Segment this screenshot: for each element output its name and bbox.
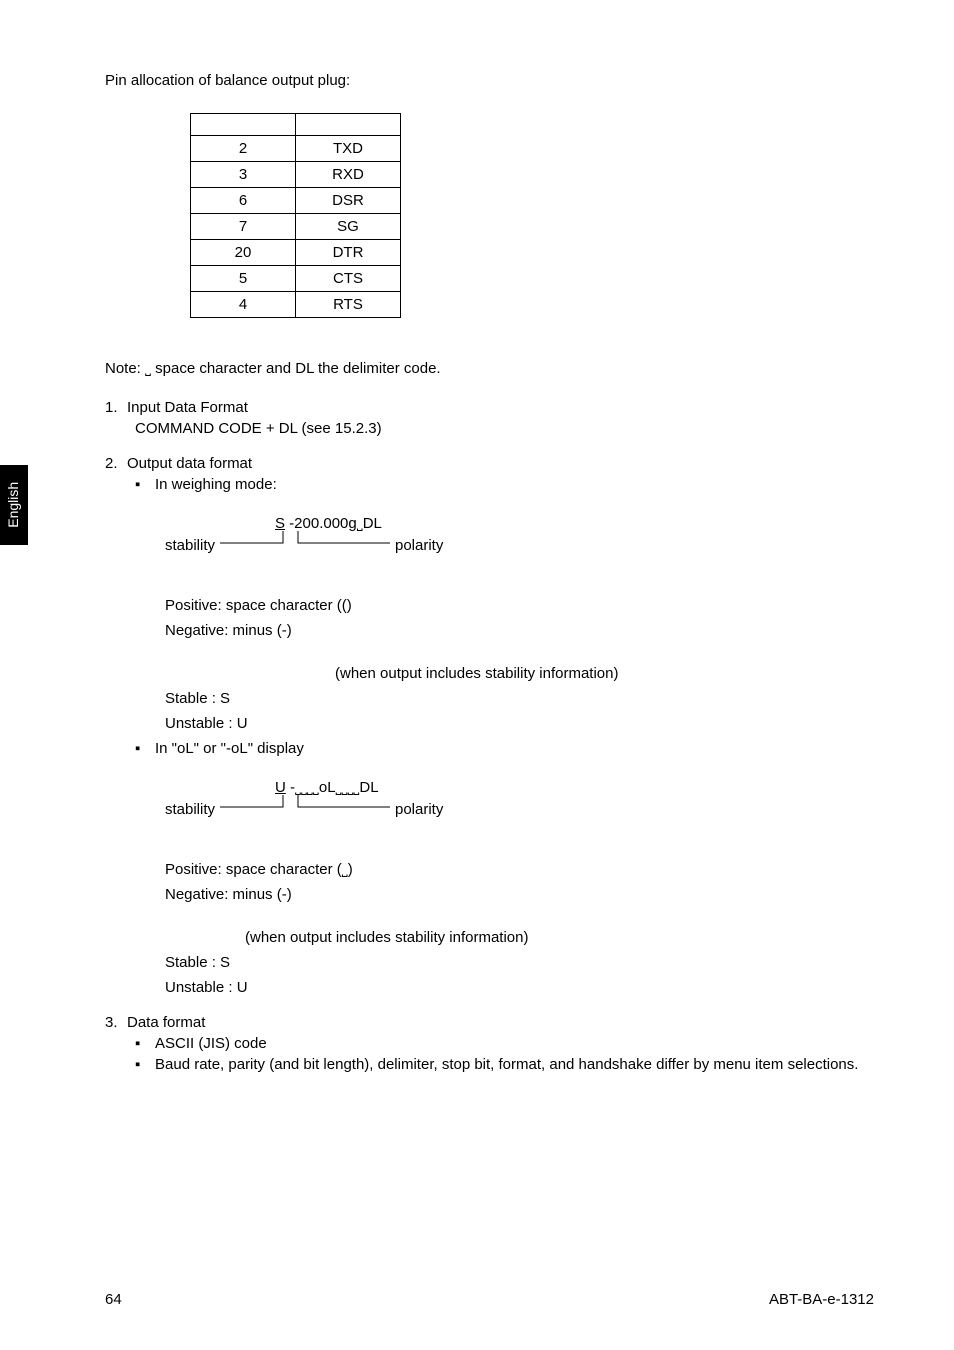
page-number: 64: [105, 1289, 122, 1310]
bullet-ascii: ▪ ASCII (JIS) code: [105, 1033, 874, 1054]
item3-title: Data format: [127, 1014, 205, 1031]
diag2-right: polarity: [395, 799, 443, 820]
table-cell: SG: [296, 214, 401, 240]
pos1: Positive: space character ((): [165, 595, 874, 616]
table-cell: RXD: [296, 162, 401, 188]
positive-negative-1: Positive: space character (() Negative: …: [105, 595, 874, 641]
when-label-2: (when output includes stability informat…: [165, 927, 874, 948]
table-cell: 5: [191, 266, 296, 292]
table-cell: 6: [191, 188, 296, 214]
pin-intro: Pin allocation of balance output plug:: [105, 70, 874, 91]
table-cell: 3: [191, 162, 296, 188]
when-block-1: (when output includes stability informat…: [105, 663, 874, 734]
table-cell: 4: [191, 292, 296, 318]
language-tab: English: [0, 465, 28, 545]
bullet-ol: ▪ In "oL" or "-oL" display: [105, 738, 874, 759]
diag1-left: stability: [165, 535, 215, 556]
when-label-1: (when output includes stability informat…: [165, 663, 874, 684]
diag2-rest: -˽˽˽˽oL˽˽˽˽DL: [286, 779, 379, 796]
page-footer: 64 ABT-BA-e-1312: [105, 1289, 874, 1310]
item2-title: Output data format: [127, 455, 252, 472]
neg2: Negative: minus (-): [165, 884, 874, 905]
diag2-letter: U: [275, 779, 286, 796]
table-row: 5CTS: [191, 266, 401, 292]
list-number: 1.: [105, 397, 127, 418]
table-cell: 7: [191, 214, 296, 240]
table-row: 6DSR: [191, 188, 401, 214]
page-content: Pin allocation of balance output plug: 2…: [0, 0, 954, 1075]
table-cell: CTS: [296, 266, 401, 292]
bullet-baud: ▪ Baud rate, parity (and bit length), de…: [105, 1054, 874, 1075]
positive-negative-2: Positive: space character (˽) Negative: …: [105, 859, 874, 905]
diagram-top-text: S -200.000g˽DL: [275, 513, 382, 534]
unstable-2: Unstable : U: [165, 977, 874, 998]
diagram-1: S -200.000g˽DL stability polarity: [165, 513, 874, 573]
pos2: Positive: space character (˽): [165, 859, 874, 880]
diag2-left: stability: [165, 799, 215, 820]
bullet-weighing: ▪ In weighing mode:: [105, 474, 874, 495]
table-cell: DTR: [296, 240, 401, 266]
neg1: Negative: minus (-): [165, 620, 874, 641]
item1-title: Input Data Format: [127, 399, 248, 416]
bullet-icon: ▪: [135, 1054, 155, 1075]
list-number: 3.: [105, 1012, 127, 1033]
note-line: Note: ˽ space character and DL the delim…: [105, 358, 874, 379]
table-cell: [296, 114, 401, 136]
bullet-text: Baud rate, parity (and bit length), deli…: [155, 1054, 858, 1075]
table-row: 4RTS: [191, 292, 401, 318]
bullet-icon: ▪: [135, 738, 155, 759]
when-block-2: (when output includes stability informat…: [105, 927, 874, 998]
table-cell: RTS: [296, 292, 401, 318]
stable-1: Stable : S: [165, 688, 874, 709]
bullet-text: In weighing mode:: [155, 474, 277, 495]
table-cell: TXD: [296, 136, 401, 162]
bullet-text: In "oL" or "-oL" display: [155, 738, 304, 759]
table-row: 7SG: [191, 214, 401, 240]
diagram-2: U -˽˽˽˽oL˽˽˽˽DL stability polarity: [165, 777, 874, 837]
table-row: 2TXD: [191, 136, 401, 162]
bullet-icon: ▪: [135, 1033, 155, 1054]
table-row: 3RXD: [191, 162, 401, 188]
table-cell: DSR: [296, 188, 401, 214]
diag1-right: polarity: [395, 535, 443, 556]
list-item-1: 1.Input Data Format COMMAND CODE + DL (s…: [105, 397, 874, 439]
table-cell: 2: [191, 136, 296, 162]
bullet-text: ASCII (JIS) code: [155, 1033, 267, 1054]
pin-allocation-table: 2TXD 3RXD 6DSR 7SG 20DTR 5CTS 4RTS: [190, 113, 401, 318]
list-number: 2.: [105, 453, 127, 474]
list-item-2: 2.Output data format ▪ In weighing mode:…: [105, 453, 874, 998]
diag1-letter: S: [275, 515, 285, 532]
diagram-top-text: U -˽˽˽˽oL˽˽˽˽DL: [275, 777, 379, 798]
doc-id: ABT-BA-e-1312: [769, 1289, 874, 1310]
table-cell: 20: [191, 240, 296, 266]
table-row: [191, 114, 401, 136]
unstable-1: Unstable : U: [165, 713, 874, 734]
table-row: 20DTR: [191, 240, 401, 266]
stable-2: Stable : S: [165, 952, 874, 973]
list-item-3: 3.Data format ▪ ASCII (JIS) code ▪ Baud …: [105, 1012, 874, 1075]
diag1-rest: -200.000g˽DL: [285, 515, 382, 532]
table-cell: [191, 114, 296, 136]
bullet-icon: ▪: [135, 474, 155, 495]
item1-sub: COMMAND CODE + DL (see 15.2.3): [105, 418, 874, 439]
language-tab-label: English: [4, 482, 24, 528]
